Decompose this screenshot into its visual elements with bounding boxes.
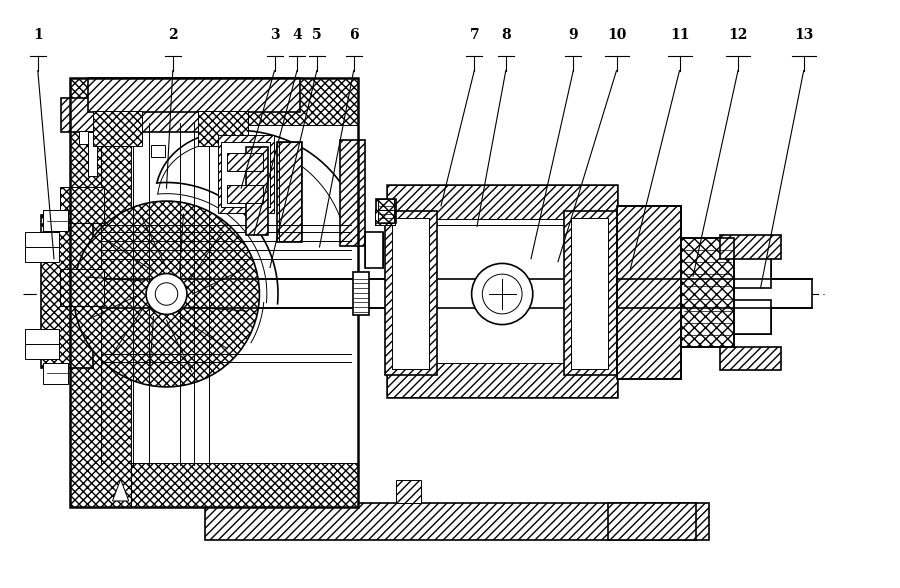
Bar: [387, 185, 617, 397]
Circle shape: [156, 283, 177, 305]
Bar: [205, 503, 709, 540]
Bar: [720, 347, 781, 370]
Bar: [279, 142, 301, 241]
Bar: [198, 111, 248, 146]
Text: 8: 8: [501, 28, 510, 42]
Text: 5: 5: [312, 28, 321, 42]
Text: 7: 7: [470, 28, 479, 42]
Bar: [396, 480, 421, 503]
Bar: [151, 145, 165, 157]
Bar: [681, 238, 733, 347]
Bar: [365, 232, 383, 268]
Bar: [387, 363, 617, 397]
Bar: [70, 78, 358, 125]
Circle shape: [146, 273, 187, 315]
Bar: [79, 131, 95, 144]
Bar: [378, 199, 394, 223]
Bar: [720, 235, 781, 259]
Bar: [734, 254, 771, 288]
Text: 2: 2: [168, 28, 177, 42]
Bar: [375, 210, 395, 225]
Bar: [60, 269, 104, 306]
Bar: [392, 218, 429, 369]
Circle shape: [472, 263, 533, 325]
Text: 4: 4: [292, 28, 302, 42]
Text: 9: 9: [569, 28, 578, 42]
Text: 13: 13: [794, 28, 814, 42]
Bar: [376, 199, 396, 223]
Bar: [40, 215, 93, 368]
Bar: [681, 238, 733, 347]
Bar: [101, 279, 812, 308]
Polygon shape: [112, 479, 129, 501]
Bar: [564, 211, 616, 375]
Bar: [387, 185, 617, 219]
Bar: [60, 187, 104, 223]
Text: 12: 12: [728, 28, 748, 42]
Bar: [227, 185, 263, 203]
Bar: [385, 211, 437, 375]
Bar: [88, 132, 97, 176]
Bar: [88, 78, 300, 112]
Bar: [25, 232, 59, 262]
Bar: [220, 142, 270, 207]
Bar: [571, 218, 608, 369]
Bar: [70, 78, 358, 507]
Circle shape: [482, 274, 522, 314]
Bar: [25, 329, 59, 359]
Bar: [61, 98, 228, 132]
Bar: [734, 300, 771, 334]
Bar: [616, 206, 681, 379]
Circle shape: [74, 201, 259, 387]
Text: 10: 10: [607, 28, 626, 42]
Bar: [43, 363, 68, 384]
Bar: [218, 135, 274, 213]
Text: 6: 6: [349, 28, 358, 42]
Bar: [608, 503, 696, 540]
Bar: [70, 78, 131, 507]
Bar: [340, 140, 365, 246]
Bar: [227, 153, 263, 171]
Bar: [93, 111, 142, 146]
Bar: [70, 463, 358, 507]
Text: 1: 1: [33, 28, 42, 42]
Bar: [734, 254, 771, 288]
Bar: [616, 206, 681, 379]
Bar: [246, 147, 268, 235]
Text: 3: 3: [270, 28, 279, 42]
Bar: [353, 272, 369, 315]
Text: 11: 11: [670, 28, 689, 42]
Bar: [734, 300, 771, 334]
Bar: [277, 142, 302, 242]
Bar: [43, 210, 68, 231]
